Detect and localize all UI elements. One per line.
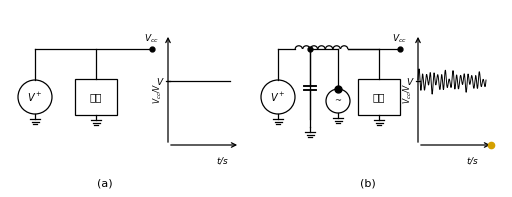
Text: (b): (b) [360, 178, 376, 188]
Text: $t$/s: $t$/s [217, 155, 229, 166]
Text: 负荷: 负荷 [90, 92, 102, 102]
Text: $t$/s: $t$/s [466, 155, 480, 166]
Text: 负荷: 负荷 [373, 92, 385, 102]
Text: $V_{cc}$/V: $V_{cc}$/V [401, 83, 414, 104]
Text: $V^+$: $V^+$ [270, 90, 286, 104]
Text: $V^+$: $V^+$ [27, 90, 43, 104]
Text: $V$: $V$ [156, 76, 165, 87]
Bar [358, 79, 400, 115]
Text: (a): (a) [97, 178, 113, 188]
Text: $V_{cc}$/V: $V_{cc}$/V [152, 83, 164, 104]
Bar [75, 79, 117, 115]
Text: ~: ~ [334, 97, 342, 105]
Text: $V_{cc}$: $V_{cc}$ [393, 33, 408, 45]
Text: $V$: $V$ [407, 76, 415, 87]
Text: $V_{cc}$: $V_{cc}$ [144, 33, 160, 45]
